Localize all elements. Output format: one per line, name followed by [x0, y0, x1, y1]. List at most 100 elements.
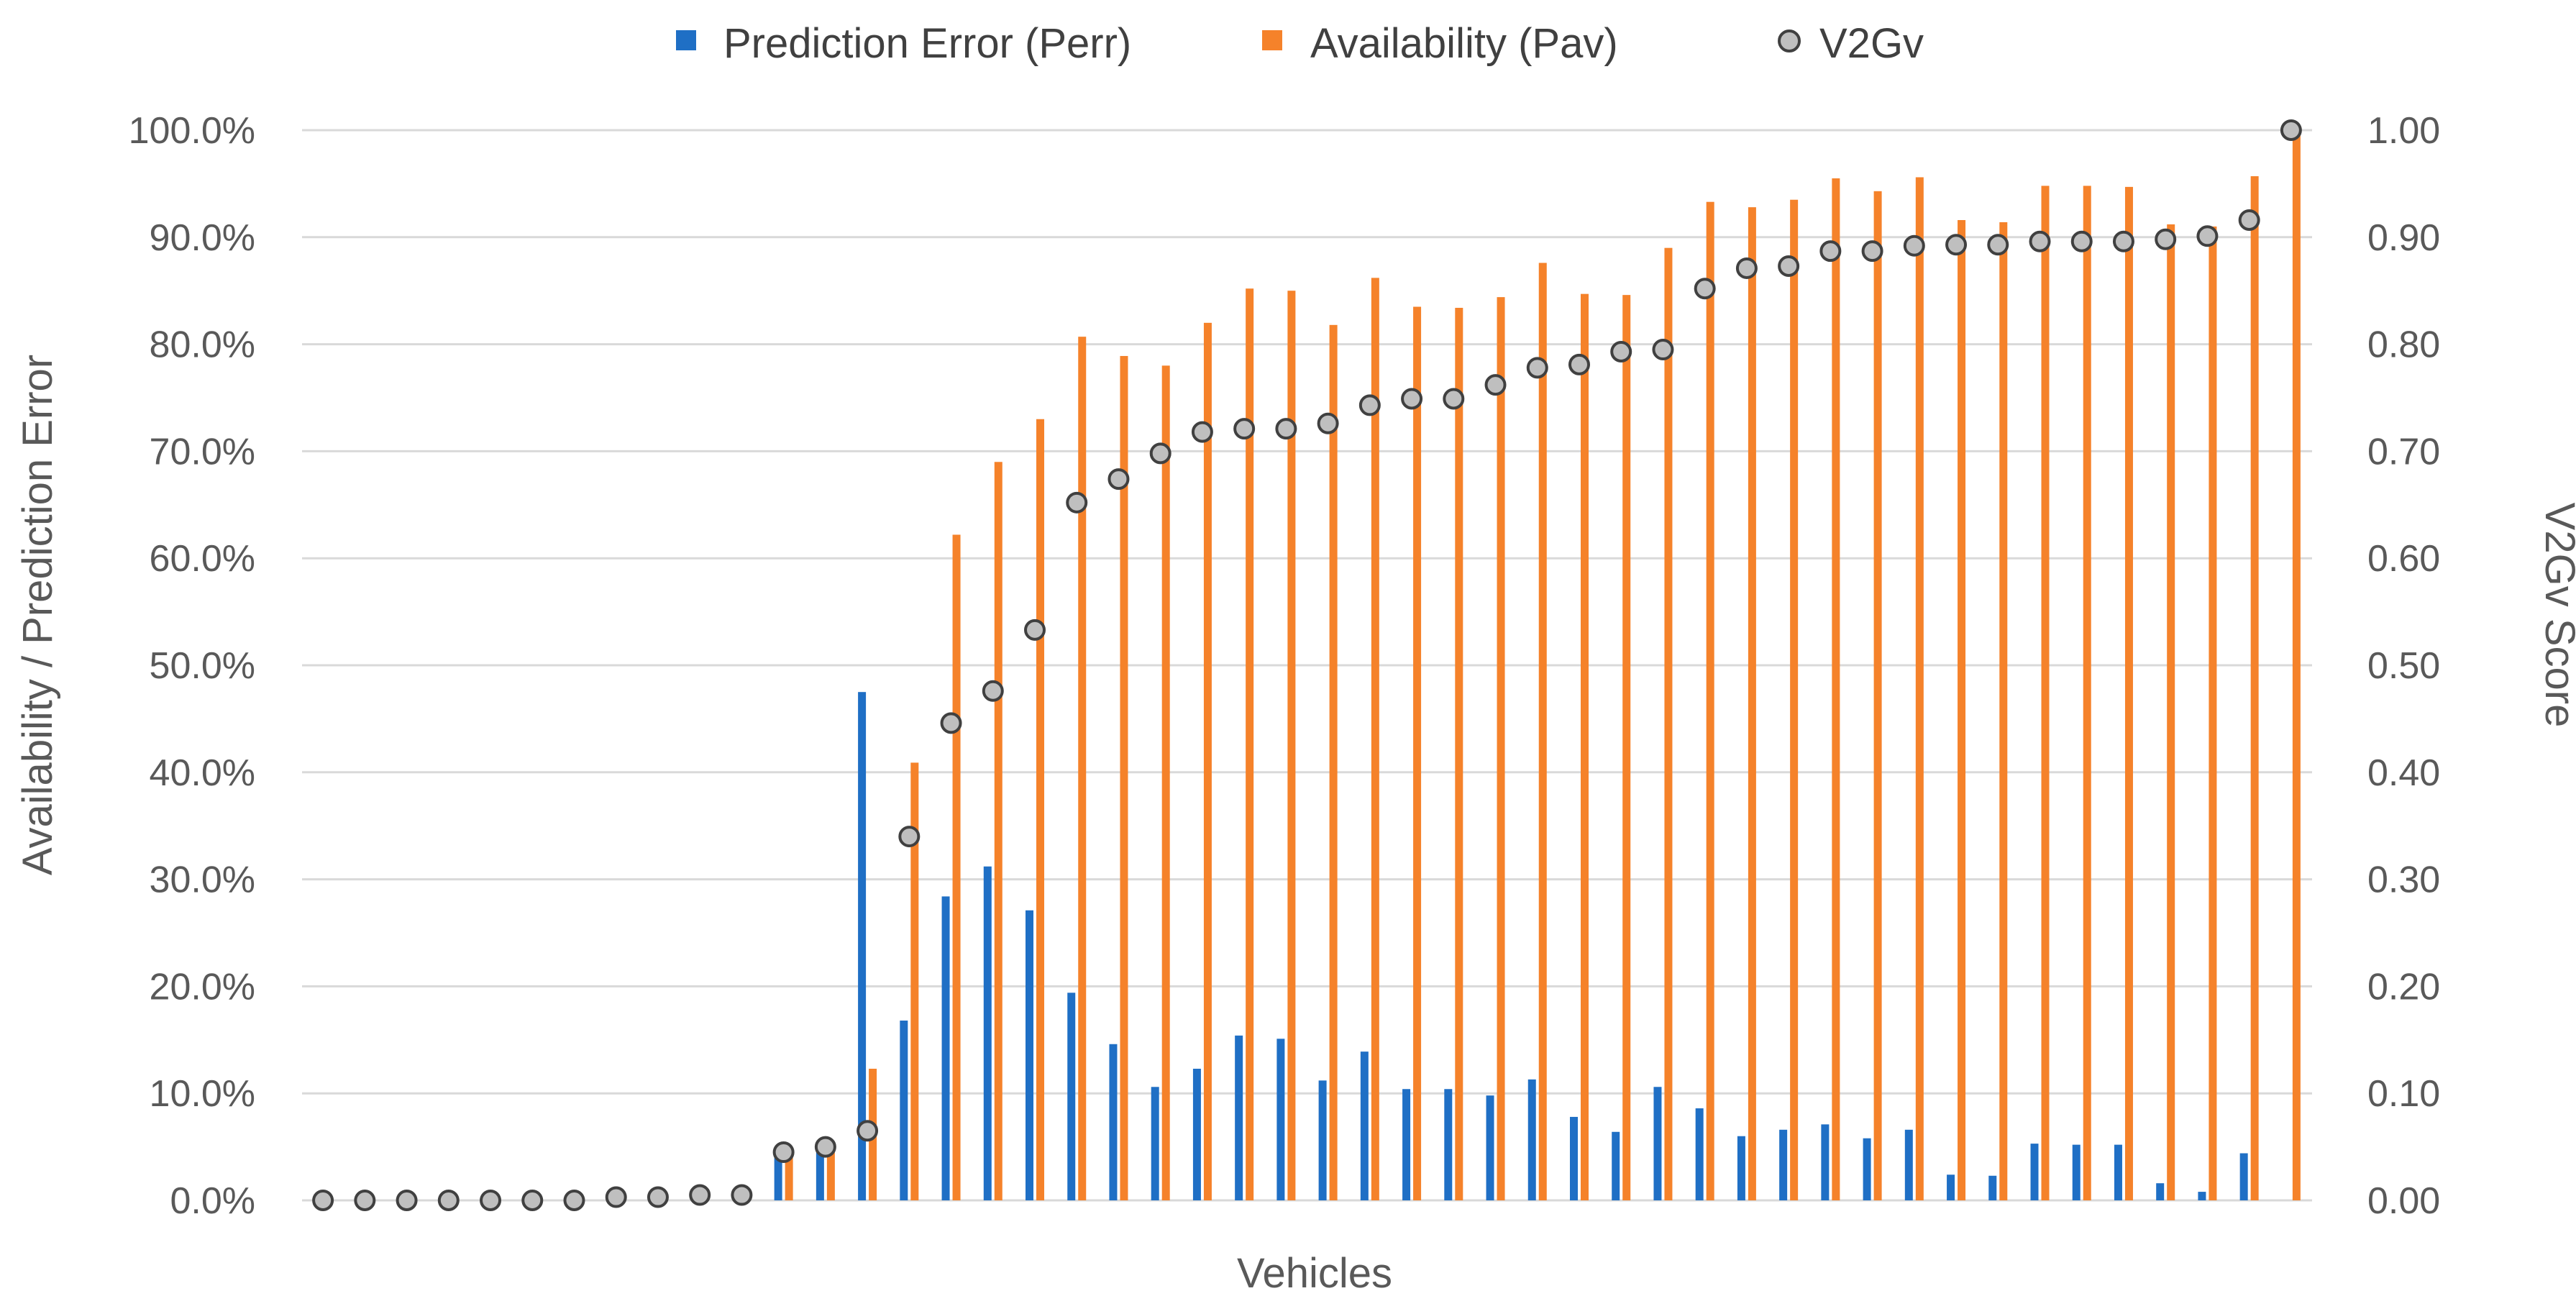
v2gv-point	[772, 1141, 795, 1164]
prediction-error-bar	[983, 866, 992, 1200]
v2gv-point	[2112, 230, 2134, 252]
prediction-error-bar	[1486, 1095, 1494, 1200]
prediction-error-bar	[1235, 1035, 1243, 1200]
availability-bar	[1246, 288, 1254, 1200]
left-axis-title: Availability / Prediction Error	[14, 355, 61, 875]
v2gv-point	[1149, 442, 1171, 465]
prediction-error-bar	[774, 1155, 782, 1200]
v2gv-point	[940, 712, 962, 734]
right-tick-label: 0.20	[2367, 966, 2440, 1008]
prediction-error-bar	[2239, 1153, 2248, 1200]
availability-bar	[1413, 306, 1422, 1200]
v2gv-point	[437, 1190, 460, 1211]
v2gv-point	[480, 1190, 502, 1211]
gridlines	[302, 129, 2312, 1202]
left-tick-label: 90.0%	[150, 217, 255, 259]
v2gv-point	[1903, 234, 1925, 257]
v2gv-point	[354, 1190, 376, 1211]
availability-bar	[2167, 224, 2175, 1201]
prediction-error-bar	[858, 692, 867, 1200]
availability-bar	[994, 462, 1002, 1200]
availability-bar	[1915, 177, 1924, 1200]
left-tick-label: 0.0%	[170, 1180, 255, 1222]
v2gv-point	[1317, 412, 1339, 434]
prediction-error-bar	[1612, 1131, 1620, 1200]
legend: Prediction Error (Perr) Availability (Pa…	[676, 20, 1924, 67]
availability-bar	[785, 1152, 793, 1200]
right-tick-label: 0.30	[2367, 859, 2440, 901]
prediction-error-bar	[1821, 1124, 1830, 1200]
prediction-error-bar	[2072, 1144, 2081, 1200]
prediction-error-bar	[2030, 1144, 2039, 1200]
prediction-error-bar	[1318, 1080, 1327, 1200]
v2gv-point	[647, 1186, 669, 1208]
v2gv-point	[1652, 339, 1674, 361]
left-tick-label: 60.0%	[150, 538, 255, 580]
prediction-error-bar	[2156, 1183, 2165, 1200]
prediction-error-bar	[1360, 1051, 1369, 1200]
v2gv-point	[1610, 341, 1632, 363]
prediction-error-bar	[1151, 1087, 1159, 1200]
v2gv-point	[857, 1120, 879, 1142]
v2gv-point	[2070, 230, 2093, 252]
prediction-error-bar	[900, 1021, 908, 1200]
left-tick-label: 80.0%	[150, 324, 255, 366]
v2gv-point	[731, 1184, 753, 1206]
v2gv-point	[1861, 240, 1883, 263]
v2gv-point	[1191, 421, 1213, 443]
v2gv-point	[605, 1186, 627, 1208]
availability-bar	[1455, 308, 1463, 1200]
v2gv-point	[396, 1190, 418, 1211]
availability-bar	[2083, 186, 2091, 1201]
legend-swatch-availability	[1262, 30, 1282, 50]
right-tick-label: 0.40	[2367, 752, 2440, 794]
availability-bar	[1161, 365, 1170, 1200]
legend-label-availability: Availability (Pav)	[1310, 20, 1618, 67]
v2gv-point	[1233, 418, 1256, 440]
prediction-error-bar	[1695, 1108, 1704, 1200]
availability-bar	[1497, 297, 1505, 1201]
v2gv-point	[1358, 394, 1381, 416]
prediction-error-bar	[1904, 1129, 1913, 1200]
prediction-error-bar	[1737, 1136, 1745, 1200]
availability-bar	[1538, 263, 1547, 1201]
right-tick-label: 0.00	[2367, 1180, 2440, 1222]
availability-bar	[1203, 322, 1212, 1201]
left-tick-label: 70.0%	[150, 431, 255, 473]
availability-bar	[1664, 247, 1673, 1201]
availability-bar	[2124, 186, 2133, 1200]
availability-bar	[1287, 291, 1296, 1201]
prediction-error-bar	[1402, 1089, 1411, 1200]
v2gv-point	[1401, 388, 1423, 410]
prediction-error-bar	[1109, 1044, 1118, 1200]
v2gv-point	[2029, 230, 2051, 252]
right-axis-ticks: 0.00 0.10 0.20 0.30 0.40 0.50 0.60 0.70 0.80 0.90…	[2367, 110, 2440, 1222]
v2gv-point	[2196, 225, 2219, 247]
legend-marker-v2gv	[1778, 29, 1801, 53]
availability-bar	[2250, 175, 2259, 1200]
right-tick-label: 0.90	[2367, 217, 2440, 259]
availability-bar	[1873, 191, 1882, 1200]
v2gv-point	[1735, 257, 1758, 279]
right-tick-label: 0.50	[2367, 645, 2440, 687]
v2gv-point	[2155, 228, 2177, 250]
availability-bar	[1790, 199, 1799, 1201]
left-tick-label: 10.0%	[150, 1073, 255, 1115]
v2gv-point	[982, 680, 1004, 702]
v2gv-point	[1484, 374, 1507, 396]
v2gv-point	[2280, 119, 2302, 141]
right-tick-label: 1.00	[2367, 110, 2440, 152]
v2gv-point	[1694, 278, 1716, 300]
left-tick-label: 50.0%	[150, 645, 255, 687]
availability-bar	[1832, 178, 1840, 1201]
prediction-error-bar	[941, 896, 950, 1200]
v2gv-point	[689, 1184, 711, 1206]
prediction-error-bar	[1569, 1116, 1578, 1200]
prediction-error-bar	[1947, 1174, 1955, 1200]
prediction-error-bar	[1527, 1079, 1536, 1200]
v2gv-point	[1024, 619, 1046, 641]
x-axis-title: Vehicles	[1237, 1250, 1392, 1297]
v2gv-point	[1987, 234, 2009, 256]
v2gv-point	[312, 1190, 334, 1211]
